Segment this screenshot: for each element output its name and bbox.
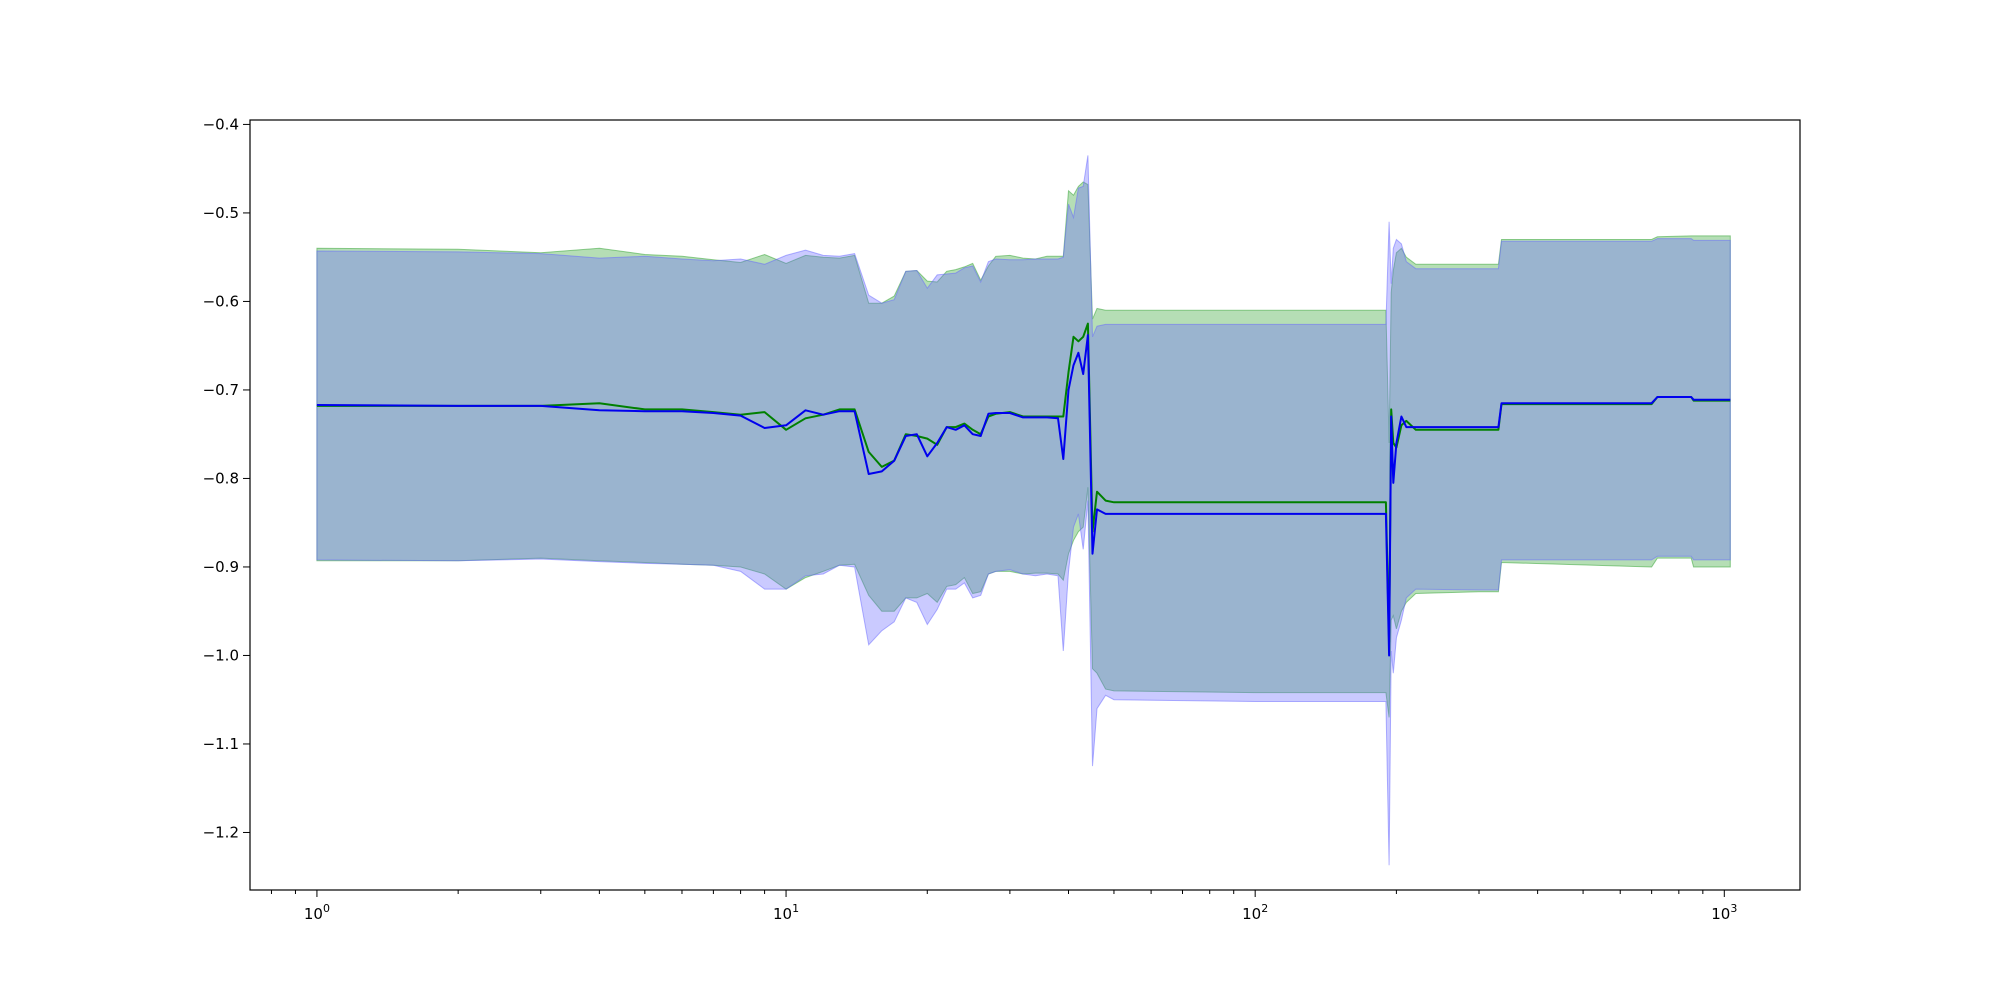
y-tick-label: −0.6 bbox=[203, 292, 239, 310]
x-tick-label: 101 bbox=[773, 902, 799, 923]
x-tick-label: 100 bbox=[304, 902, 330, 923]
y-tick-label: −0.9 bbox=[203, 558, 239, 576]
x-axis: 100 101 102 103 bbox=[270, 890, 1737, 923]
series-lines bbox=[316, 322, 1731, 657]
x-tick-label: 102 bbox=[1242, 902, 1268, 923]
plot-background bbox=[250, 120, 1800, 890]
x-tick-label: 103 bbox=[1711, 902, 1737, 923]
series-1-band bbox=[316, 181, 1731, 718]
y-tick-label: −1.1 bbox=[203, 735, 239, 753]
y-axis: −0.4 −0.5 −0.6 −0.7 −0.8 −0.9 −1.0 −1.1 −1.2 bbox=[203, 115, 250, 841]
y-tick-label: −0.5 bbox=[203, 204, 239, 222]
series-2-line bbox=[316, 334, 1731, 657]
y-tick-label: −0.8 bbox=[203, 469, 239, 487]
y-tick-label: −1.0 bbox=[203, 646, 239, 664]
y-tick-label: −0.4 bbox=[203, 115, 239, 133]
y-tick-label: −0.7 bbox=[203, 381, 239, 399]
axes-frame bbox=[249, 119, 1801, 891]
series-2-band bbox=[316, 155, 1731, 866]
y-tick-label: −1.2 bbox=[203, 823, 239, 841]
confidence-bands bbox=[316, 155, 1731, 866]
